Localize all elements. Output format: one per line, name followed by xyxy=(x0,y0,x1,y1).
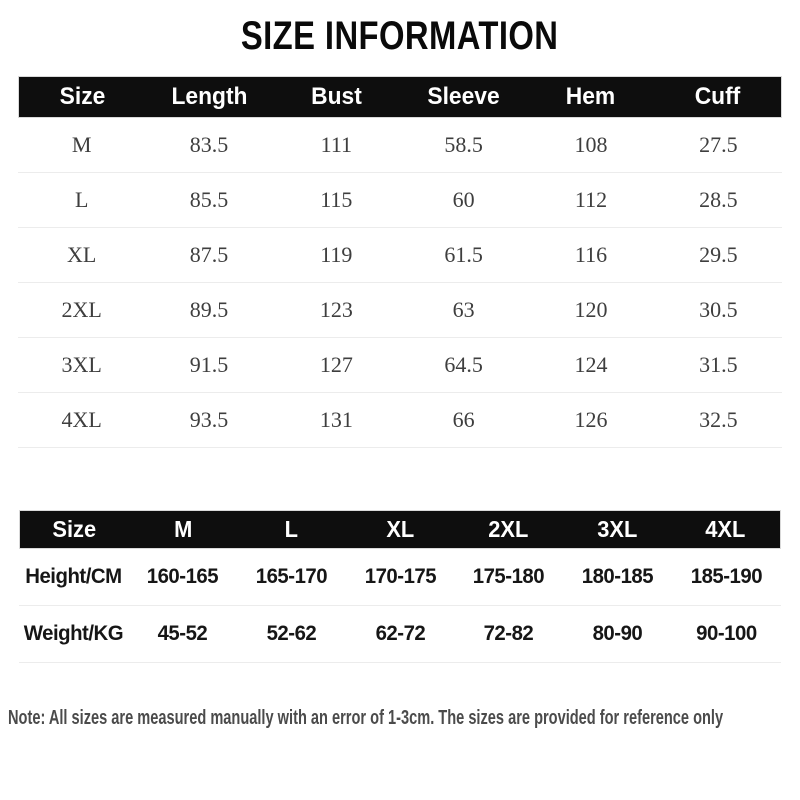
table-cell: 72-82 xyxy=(484,622,534,645)
table-cell: 180-185 xyxy=(582,565,654,588)
table-cell: 87.5 xyxy=(189,242,229,267)
fit-column-header-2xl: 2XL xyxy=(488,516,529,542)
table-cell: XL xyxy=(67,242,97,267)
table-cell: 115 xyxy=(320,187,353,212)
table-cell: 45-52 xyxy=(157,622,208,645)
table-cell: 160-165 xyxy=(146,565,219,588)
table-cell: 89.5 xyxy=(189,297,229,322)
note-row: Note: All sizes are measured manually wi… xyxy=(0,705,800,731)
title-row: SIZE INFORMATION xyxy=(0,12,800,60)
table-cell: 62-72 xyxy=(375,622,425,645)
table-cell: 127 xyxy=(319,352,353,377)
table-row-xl: XL 87.5 119 61.5 116 29.5 xyxy=(18,228,782,283)
table-cell: 2XL xyxy=(61,297,102,322)
table-cell: 80-90 xyxy=(592,622,643,645)
table-cell: 93.5 xyxy=(189,407,229,432)
row-label-height: Height/CM xyxy=(25,565,122,588)
column-header-sleeve: Sleeve xyxy=(427,83,500,110)
column-header-bust: Bust xyxy=(311,83,362,110)
table-row-4xl: 4XL 93.5 131 66 126 32.5 xyxy=(18,393,782,448)
table-cell: 61.5 xyxy=(444,242,483,267)
table-row-height: Height/CM 160-165 165-170 170-175 175-18… xyxy=(19,549,781,606)
size-measurement-table: Size Length Bust Sleeve Hem Cuff M 83.5 … xyxy=(18,76,782,448)
table-cell: 108 xyxy=(574,132,608,157)
table-cell: 170-175 xyxy=(364,565,436,588)
table-cell: 116 xyxy=(574,242,608,267)
column-header-length: Length xyxy=(171,83,248,110)
table-cell: 52-62 xyxy=(266,622,316,645)
table-cell: 131 xyxy=(319,407,353,432)
fit-column-header-4xl: 4XL xyxy=(705,516,746,542)
table-cell: 85.5 xyxy=(189,187,229,212)
table-cell: L xyxy=(74,187,89,212)
table-cell: 83.5 xyxy=(189,132,229,157)
table-cell: 32.5 xyxy=(699,407,738,432)
table-cell: 112 xyxy=(574,187,608,212)
fit-column-header-size: Size xyxy=(52,516,97,542)
table-row-weight: Weight/KG 45-52 52-62 62-72 72-82 80-90 … xyxy=(19,606,781,663)
table-cell: 31.5 xyxy=(699,352,738,377)
table-cell: 29.5 xyxy=(699,242,738,267)
table-cell: 60 xyxy=(452,187,475,212)
page-title: SIZE INFORMATION xyxy=(241,14,559,58)
table-cell: 66 xyxy=(452,407,475,432)
table-cell: 4XL xyxy=(61,407,102,432)
table-cell: 119 xyxy=(320,242,353,267)
table-row-2xl: 2XL 89.5 123 63 120 30.5 xyxy=(18,283,782,338)
column-header-cuff: Cuff xyxy=(694,83,741,110)
table-cell: 63 xyxy=(452,297,475,322)
column-header-hem: Hem xyxy=(565,83,616,110)
measurement-note: Note: All sizes are measured manually wi… xyxy=(8,707,724,729)
size-table-header-row: Size Length Bust Sleeve Hem Cuff xyxy=(18,76,782,118)
fit-column-header-3xl: 3XL xyxy=(597,516,638,542)
table-cell: 28.5 xyxy=(699,187,738,212)
table-cell: 123 xyxy=(319,297,353,322)
fit-column-header-xl: XL xyxy=(386,516,414,542)
table-cell: 91.5 xyxy=(189,352,229,377)
size-information-page: SIZE INFORMATION Size Length Bust Sleeve… xyxy=(0,12,800,800)
table-cell: 58.5 xyxy=(444,132,483,157)
table-cell: M xyxy=(71,132,92,157)
table-cell: 185-190 xyxy=(690,565,763,588)
table-cell: 3XL xyxy=(61,352,102,377)
table-row-m: M 83.5 111 58.5 108 27.5 xyxy=(18,118,782,173)
table-cell: 27.5 xyxy=(699,132,738,157)
height-weight-table: Size M L XL 2XL 3XL 4XL Height/CM 160-16… xyxy=(19,510,781,663)
fit-table-header-row: Size M L XL 2XL 3XL 4XL xyxy=(19,510,781,549)
table-cell: 111 xyxy=(320,132,353,157)
table-cell: 126 xyxy=(574,407,608,432)
table-cell: 175-180 xyxy=(473,565,545,588)
fit-column-header-m: M xyxy=(173,516,192,542)
table-cell: 30.5 xyxy=(699,297,738,322)
row-label-weight: Weight/KG xyxy=(23,622,124,645)
table-cell: 120 xyxy=(574,297,608,322)
table-cell: 124 xyxy=(574,352,608,377)
table-row-3xl: 3XL 91.5 127 64.5 124 31.5 xyxy=(18,338,782,393)
table-row-l: L 85.5 115 60 112 28.5 xyxy=(18,173,782,228)
table-cell: 64.5 xyxy=(444,352,483,377)
table-cell: 90-100 xyxy=(696,622,757,645)
fit-column-header-l: L xyxy=(284,516,299,542)
column-header-size: Size xyxy=(59,83,106,110)
table-cell: 165-170 xyxy=(255,565,327,588)
